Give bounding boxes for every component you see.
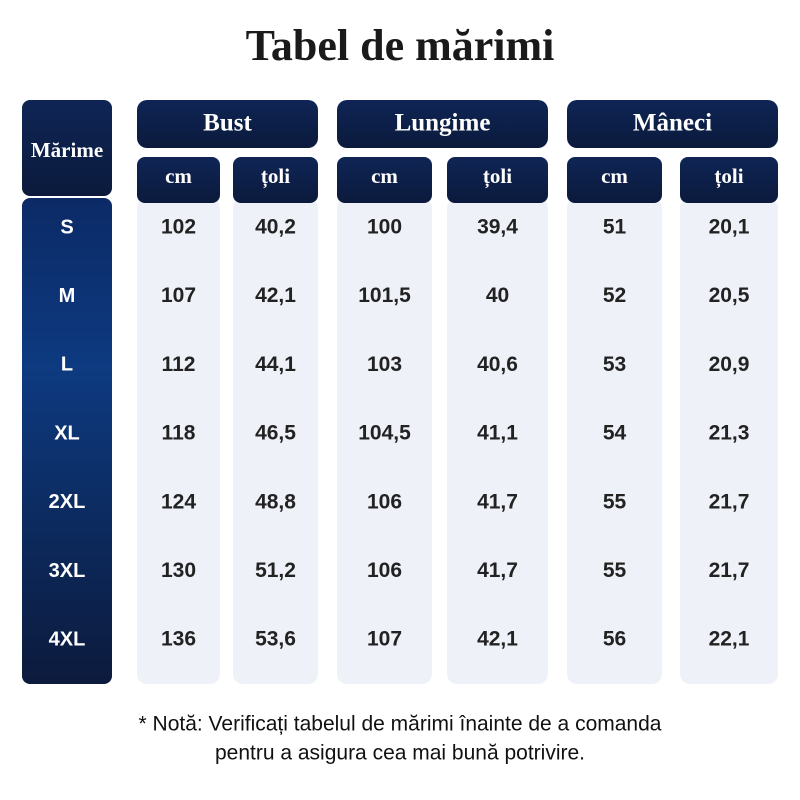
group-header: Lungime: [395, 110, 491, 137]
unit-header-box: [680, 157, 778, 203]
cell-value: 107: [161, 284, 196, 307]
cell-value: 21,7: [709, 559, 750, 582]
cell-value: 102: [161, 216, 196, 239]
cell-value: 130: [161, 559, 196, 582]
cell-value: 46,5: [255, 422, 296, 445]
size-label: 3XL: [49, 560, 86, 582]
note-line: pentru a asigura cea mai bună potrivire.: [215, 742, 585, 765]
size-label: 4XL: [49, 628, 86, 650]
cell-value: 104,5: [358, 422, 411, 445]
group-header: Mâneci: [633, 110, 712, 137]
cell-value: 136: [161, 628, 196, 651]
size-header: Mărime: [31, 138, 103, 162]
cell-value: 48,8: [255, 490, 296, 513]
cell-value: 42,1: [255, 284, 296, 307]
column-background: [137, 198, 220, 684]
size-column: [22, 198, 112, 684]
group-header-box: [567, 100, 778, 148]
cell-value: 40,6: [477, 353, 518, 376]
cell-value: 51,2: [255, 559, 296, 582]
cell-value: 39,4: [477, 216, 518, 239]
column-background: [233, 198, 318, 684]
cell-value: 101,5: [358, 284, 411, 307]
note-line: * Notă: Verificați tabelul de mărimi îna…: [139, 713, 662, 736]
size-label: XL: [54, 422, 80, 444]
unit-header-box: [337, 157, 432, 203]
size-label: 2XL: [49, 491, 86, 513]
column-background: [337, 198, 432, 684]
group-header: Bust: [203, 110, 252, 137]
cell-value: 54: [603, 422, 627, 445]
cell-value: 107: [367, 628, 402, 651]
cell-value: 55: [603, 559, 627, 582]
cell-value: 100: [367, 216, 402, 239]
size-header-box: [22, 100, 112, 196]
cell-value: 22,1: [709, 628, 750, 651]
cell-value: 106: [367, 559, 402, 582]
cell-value: 41,1: [477, 422, 518, 445]
cell-value: 55: [603, 490, 627, 513]
cell-value: 51: [603, 216, 627, 239]
cell-value: 20,9: [709, 353, 750, 376]
unit-header: cm: [371, 164, 398, 188]
cell-value: 52: [603, 284, 626, 307]
column-background: [680, 198, 778, 684]
cell-value: 56: [603, 628, 626, 651]
unit-header-box: [137, 157, 220, 203]
unit-header: cm: [165, 164, 192, 188]
cell-value: 124: [161, 490, 196, 513]
group-header-box: [137, 100, 318, 148]
cell-value: 40,2: [255, 216, 296, 239]
size-label: M: [59, 285, 76, 307]
group-header-box: [337, 100, 548, 148]
unit-header: țoli: [483, 164, 512, 189]
cell-value: 40: [486, 284, 509, 307]
unit-header-box: [233, 157, 318, 203]
cell-value: 20,1: [709, 216, 750, 239]
cell-value: 44,1: [255, 353, 296, 376]
unit-header: cm: [601, 164, 628, 188]
unit-header-box: [447, 157, 548, 203]
cell-value: 42,1: [477, 628, 518, 651]
unit-header: țoli: [714, 164, 743, 189]
unit-header: țoli: [261, 164, 290, 189]
size-label: L: [61, 354, 73, 376]
unit-header-box: [567, 157, 662, 203]
cell-value: 53: [603, 353, 626, 376]
cell-value: 41,7: [477, 559, 518, 582]
cell-value: 106: [367, 490, 402, 513]
cell-value: 21,3: [709, 422, 750, 445]
cell-value: 21,7: [709, 490, 750, 513]
column-background: [567, 198, 662, 684]
cell-value: 20,5: [709, 284, 750, 307]
cell-value: 118: [162, 422, 196, 445]
cell-value: 41,7: [477, 490, 518, 513]
cell-value: 112: [162, 353, 196, 376]
size-label: S: [60, 216, 73, 238]
cell-value: 53,6: [255, 628, 296, 651]
column-background: [447, 198, 548, 684]
title: Tabel de mărimi: [246, 21, 555, 70]
cell-value: 103: [367, 353, 402, 376]
